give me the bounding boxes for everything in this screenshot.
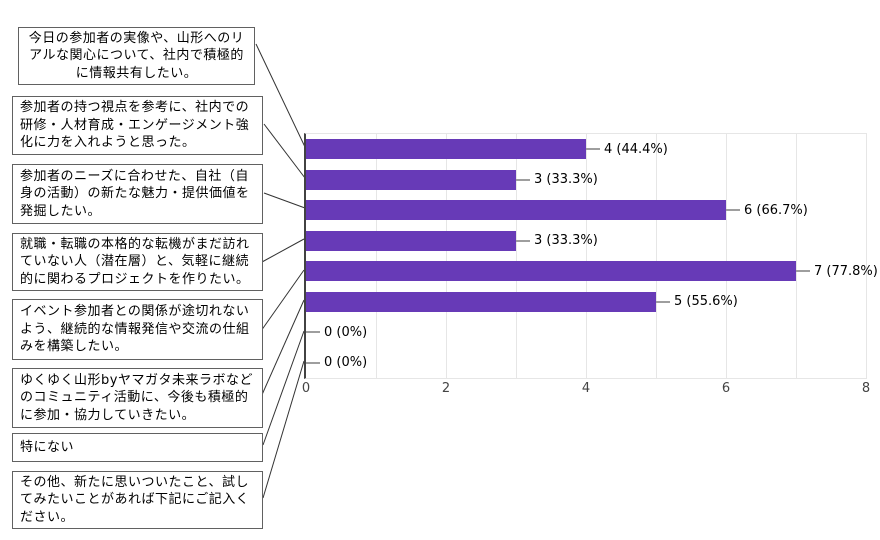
answer-label-box: 参加者のニーズに合わせた、自社（自 身の活動）の新たな魅力・提供価値を 発掘した… — [12, 164, 263, 224]
bar-value-label: 0 (0%) — [324, 355, 368, 371]
whisker-line — [656, 300, 670, 303]
gridline — [796, 134, 797, 378]
gridline — [446, 134, 447, 378]
answer-label-box: ゆくゆく山形byヤマガタ未来ラボなど のコミュニティ活動に、今後も積極的 に参加… — [12, 368, 263, 428]
whisker-line — [306, 361, 320, 364]
bar-row: 0 (0%) — [306, 348, 866, 379]
bar-value-label: 4 (44.4%) — [604, 141, 668, 157]
bar — [306, 291, 656, 312]
whisker-line — [516, 178, 530, 181]
answer-label-box: 特にない — [12, 433, 263, 462]
x-axis-tick: 4 — [581, 381, 591, 396]
callout-line — [255, 43, 306, 148]
answer-label-box: 今日の参加者の実像や、山形へのリ アルな関心について、社内で積極的 に情報共有し… — [18, 27, 255, 85]
callout-line — [263, 192, 306, 209]
bar-value-label: 6 (66.7%) — [744, 202, 808, 218]
answer-label-box: 就職・転職の本格的な転機がまだ訪れ ていない人（潜在層）と、気軽に継続 的に関わ… — [12, 233, 263, 291]
bar — [306, 139, 586, 159]
callout-line — [262, 360, 305, 499]
bar-row: 4 (44.4%) — [306, 134, 866, 165]
bar-row: 0 (0%) — [306, 317, 866, 348]
bar-row: 5 (55.6%) — [306, 287, 866, 318]
gridline — [516, 134, 517, 378]
bar-value-label: 3 (33.3%) — [534, 233, 598, 249]
x-axis-tick: 0 — [301, 381, 311, 396]
bar-row: 6 (66.7%) — [306, 195, 866, 226]
whisker-line — [306, 331, 320, 333]
bar-value-label: 7 (77.8%) — [814, 263, 878, 279]
bar-row: 7 (77.8%) — [306, 256, 878, 287]
bar-row: 3 (33.3%) — [306, 226, 866, 257]
callout-line — [263, 123, 306, 179]
answer-label-box: その他、新たに思いついたこと、試し てみたいことがあれば下記にご記入く ださい。 — [12, 471, 263, 529]
callout-line — [262, 330, 305, 446]
bar — [306, 200, 726, 220]
bar — [306, 261, 796, 281]
x-axis-tick: 6 — [721, 381, 731, 396]
bar — [306, 230, 516, 251]
whisker-line — [516, 239, 530, 242]
callout-line — [260, 299, 305, 398]
whisker-line — [796, 270, 810, 272]
x-axis-tick: 2 — [441, 381, 451, 396]
whisker-line — [586, 148, 600, 150]
bar — [306, 169, 516, 190]
gridline — [376, 134, 377, 378]
bar-value-label: 5 (55.6%) — [674, 294, 738, 310]
gridline — [586, 134, 587, 378]
answer-label-box: イベント参加者との関係が途切れない よう、継続的な情報発信や交流の仕組 みを構築… — [12, 299, 263, 360]
callout-line — [260, 269, 305, 332]
gridline — [726, 134, 727, 378]
plot-area: 4 (44.4%) 3 (33.3%) 6 (66.7%) 3 (33.3%) … — [304, 133, 878, 379]
whisker-line — [726, 209, 740, 211]
bar-value-label: 3 (33.3%) — [534, 172, 598, 188]
x-axis-tick: 8 — [861, 381, 871, 396]
gridline — [656, 134, 657, 378]
bar-row: 3 (33.3%) — [306, 165, 866, 196]
answer-label-box: 参加者の持つ視点を参考に、社内での 研修・人材育成・エンゲージメント強 化に力を… — [12, 96, 263, 155]
bar-value-label: 0 (0%) — [324, 324, 368, 340]
callout-line — [261, 238, 305, 263]
